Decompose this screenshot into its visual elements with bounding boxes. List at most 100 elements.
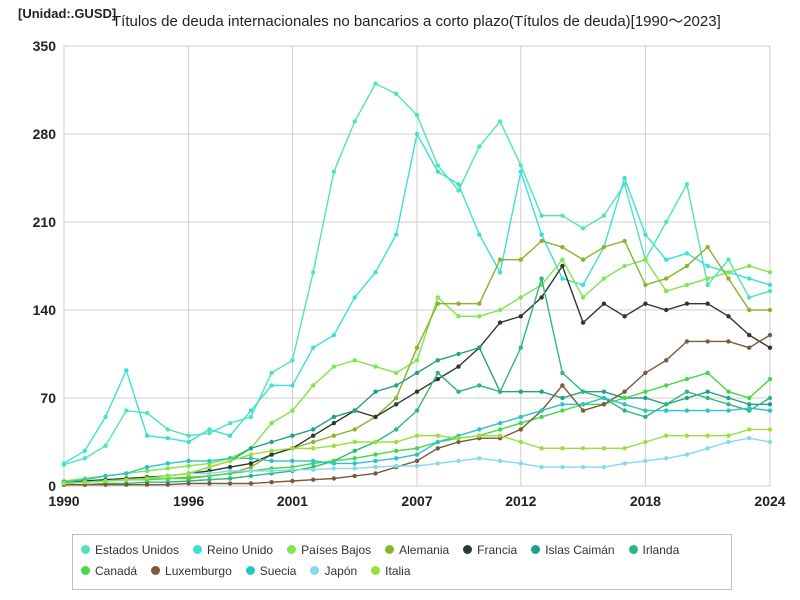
data-point-canada bbox=[560, 408, 565, 413]
data-point-luxemburgo bbox=[580, 408, 586, 413]
data-point-paises-bajos bbox=[331, 364, 337, 369]
data-point-irlanda bbox=[497, 389, 503, 394]
data-point-reino-unido bbox=[643, 232, 648, 237]
data-point-luxemburgo bbox=[144, 482, 150, 487]
data-point-francia bbox=[560, 263, 565, 269]
legend-marker-icon bbox=[531, 545, 541, 554]
data-point-estados-unidos bbox=[290, 358, 295, 363]
data-point-paises-bajos bbox=[311, 383, 316, 388]
series-italia bbox=[61, 427, 773, 486]
data-point-italia bbox=[144, 476, 150, 481]
data-point-alemania bbox=[518, 257, 523, 262]
legend-marker-icon bbox=[287, 545, 297, 554]
data-point-islas-caiman bbox=[435, 358, 440, 363]
x-tick-label: 1996 bbox=[173, 493, 204, 509]
data-point-suecia bbox=[497, 420, 503, 426]
data-point-paises-bajos bbox=[622, 263, 627, 269]
data-point-francia bbox=[456, 364, 461, 369]
data-point-islas-caiman bbox=[248, 446, 254, 451]
data-point-japon bbox=[580, 464, 586, 470]
data-point-italia bbox=[373, 439, 378, 445]
legend-marker-icon bbox=[81, 545, 90, 554]
data-point-luxemburgo bbox=[726, 339, 731, 344]
data-point-suecia bbox=[726, 408, 731, 413]
data-point-estados-unidos bbox=[165, 427, 170, 432]
data-point-francia bbox=[580, 320, 586, 325]
data-point-islas-caiman bbox=[269, 439, 274, 445]
data-point-francia bbox=[622, 314, 627, 319]
series-layer bbox=[61, 81, 773, 487]
data-point-luxemburgo bbox=[165, 482, 170, 487]
data-point-francia bbox=[601, 301, 607, 306]
data-point-alemania bbox=[747, 307, 752, 313]
data-point-irlanda bbox=[248, 473, 254, 479]
data-point-canada bbox=[497, 427, 503, 432]
data-point-reino-unido bbox=[373, 270, 378, 275]
data-point-estados-unidos bbox=[497, 119, 503, 124]
data-point-italia bbox=[165, 473, 170, 479]
data-point-italia bbox=[414, 433, 420, 438]
data-point-francia bbox=[227, 464, 233, 470]
data-point-suecia bbox=[290, 458, 295, 464]
data-point-paises-bajos bbox=[414, 358, 420, 363]
data-point-reino-unido bbox=[747, 276, 752, 281]
data-point-italia bbox=[269, 448, 274, 453]
chart-legend: Estados Unidos Reino Unido Países Bajos Ale… bbox=[72, 534, 732, 590]
data-point-japon bbox=[560, 464, 565, 470]
data-point-irlanda bbox=[207, 477, 212, 482]
data-point-alemania bbox=[248, 464, 254, 470]
legend-item: Alemania bbox=[385, 539, 449, 560]
data-point-francia bbox=[269, 452, 274, 457]
y-tick-label: 0 bbox=[48, 478, 56, 494]
data-point-reino-unido bbox=[539, 232, 544, 237]
data-point-japon bbox=[414, 463, 420, 469]
data-point-canada bbox=[394, 448, 399, 453]
data-point-luxemburgo bbox=[456, 439, 461, 445]
legend-marker-icon bbox=[81, 566, 90, 575]
legend-label: Francia bbox=[477, 542, 518, 557]
data-point-canada bbox=[664, 383, 669, 388]
data-point-estados-unidos bbox=[664, 219, 669, 225]
data-point-canada bbox=[705, 370, 710, 376]
data-point-italia bbox=[207, 464, 212, 470]
data-point-francia bbox=[747, 332, 752, 338]
data-point-suecia bbox=[311, 458, 316, 464]
data-point-paises-bajos bbox=[518, 295, 523, 300]
data-point-luxemburgo bbox=[705, 339, 710, 344]
data-point-italia bbox=[664, 433, 669, 438]
data-point-suecia bbox=[269, 458, 274, 464]
data-point-canada bbox=[539, 414, 544, 420]
data-point-luxemburgo bbox=[103, 482, 108, 487]
data-point-luxemburgo bbox=[601, 402, 607, 407]
data-point-suecia bbox=[103, 473, 108, 479]
data-point-japon bbox=[227, 468, 233, 474]
data-point-reino-unido bbox=[705, 263, 710, 269]
legend-marker-icon bbox=[193, 545, 203, 554]
data-point-alemania bbox=[539, 238, 544, 244]
data-point-paises-bajos bbox=[144, 468, 150, 474]
data-point-italia bbox=[601, 446, 607, 451]
data-point-italia bbox=[580, 446, 586, 451]
data-point-irlanda bbox=[518, 345, 523, 350]
data-point-irlanda bbox=[684, 389, 690, 394]
data-point-luxemburgo bbox=[767, 332, 773, 338]
data-point-paises-bajos bbox=[497, 307, 503, 313]
data-point-italia bbox=[456, 436, 461, 441]
data-point-alemania bbox=[580, 257, 586, 262]
data-point-suecia bbox=[144, 464, 150, 470]
data-point-japon bbox=[477, 456, 482, 461]
data-point-luxemburgo bbox=[747, 345, 752, 350]
legend-label: Países Bajos bbox=[301, 542, 372, 557]
legend-label: Reino Unido bbox=[207, 542, 274, 557]
data-point-italia bbox=[227, 458, 233, 464]
legend-marker-icon bbox=[385, 545, 395, 554]
data-point-italia bbox=[435, 433, 440, 438]
data-point-paises-bajos bbox=[705, 276, 710, 281]
data-point-islas-caiman bbox=[394, 383, 399, 388]
data-point-estados-unidos bbox=[726, 257, 731, 262]
data-point-suecia bbox=[394, 456, 399, 461]
data-point-francia bbox=[705, 301, 710, 306]
data-point-islas-caiman bbox=[311, 427, 316, 432]
legend-item: Reino Unido bbox=[193, 539, 273, 560]
data-point-estados-unidos bbox=[82, 456, 88, 461]
